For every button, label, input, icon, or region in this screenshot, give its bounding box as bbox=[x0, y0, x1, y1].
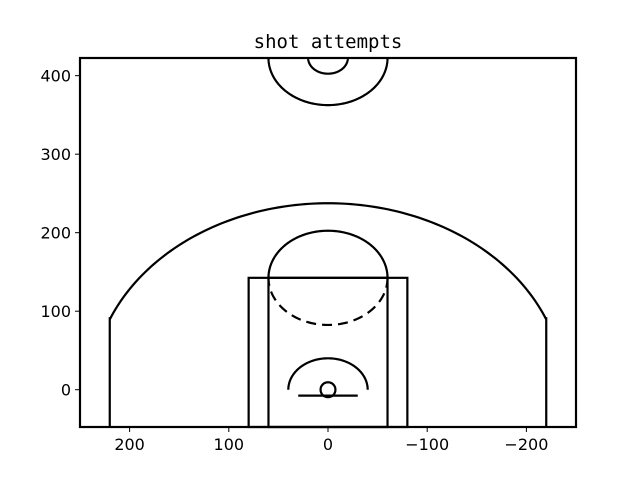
axes-frame bbox=[79, 57, 577, 428]
hoop bbox=[319, 381, 337, 399]
free-throw-top-arc bbox=[267, 229, 389, 278]
y-tick-label: 200 bbox=[40, 224, 71, 243]
x-tick-label: 200 bbox=[114, 435, 145, 454]
chart-title: shot attempts bbox=[254, 31, 403, 53]
axes-layer: 200 100 0 −100 −200 0 100 200 300 400 bbox=[40, 57, 577, 454]
restricted-area-arc bbox=[287, 357, 369, 390]
x-tick-label: 100 bbox=[214, 435, 245, 454]
y-tick-label: 0 bbox=[61, 381, 71, 400]
x-tick-label: 0 bbox=[323, 435, 333, 454]
y-tick-label: 300 bbox=[40, 145, 71, 164]
court-boundary bbox=[78, 56, 578, 429]
x-tick-label: −100 bbox=[405, 435, 449, 454]
center-court-outer-arc bbox=[267, 57, 389, 107]
center-court-inner-arc bbox=[307, 57, 349, 75]
y-tick-label: 400 bbox=[40, 67, 71, 86]
y-tick-label: 100 bbox=[40, 302, 71, 321]
inner-paint bbox=[267, 276, 389, 429]
x-tick-label: −200 bbox=[504, 435, 548, 454]
court-layer bbox=[78, 56, 578, 429]
outer-paint bbox=[247, 276, 409, 429]
three-point-arc bbox=[108, 202, 548, 320]
free-throw-bottom-arc bbox=[267, 277, 389, 327]
